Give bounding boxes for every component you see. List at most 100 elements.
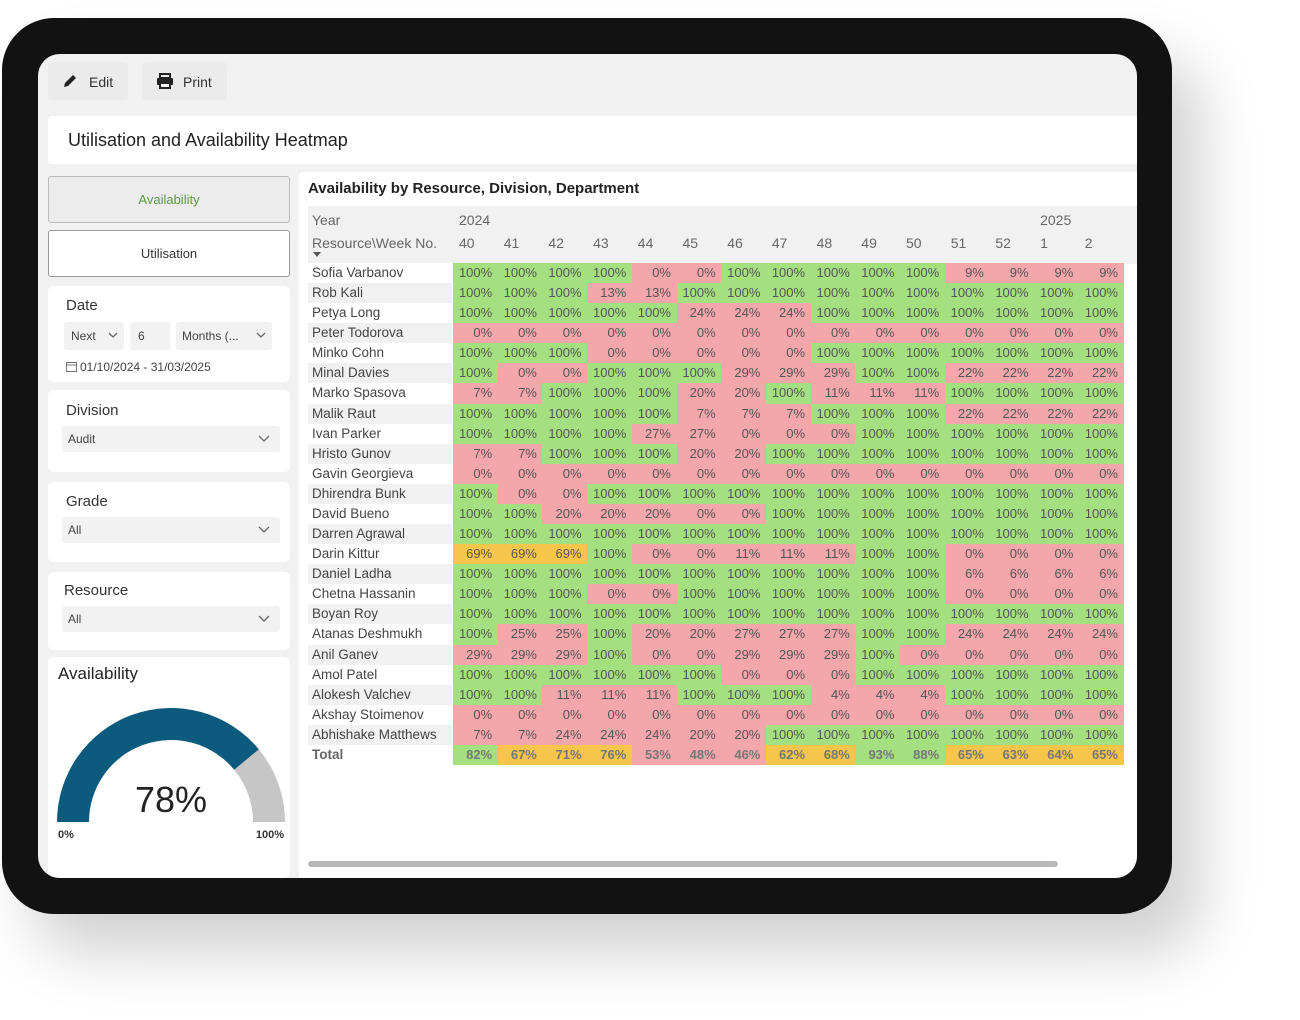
heat-cell: 100% (631, 363, 677, 384)
week-header: 45 (682, 235, 699, 251)
heat-cell: 100% (989, 503, 1035, 525)
heat-cell: 100% (989, 383, 1035, 404)
heat-cell: 0% (1034, 323, 1080, 344)
heat-cell: 100% (810, 443, 856, 464)
heat-cell: 0% (497, 323, 543, 344)
heat-cell: 100% (765, 604, 812, 625)
week-header: 48 (816, 235, 833, 251)
heat-cell: 100% (1078, 343, 1124, 364)
heat-cell: 100% (497, 503, 543, 525)
heat-cell: 0% (721, 503, 767, 525)
division-dropdown[interactable]: Audit (62, 426, 280, 452)
heat-cell: 24% (989, 624, 1035, 645)
heat-cell: 100% (855, 263, 901, 284)
heat-cell: 100% (587, 624, 633, 645)
resource-name: Alokesh Valchev (308, 684, 452, 705)
page-title: Utilisation and Availability Heatmap (68, 130, 348, 150)
heat-cell: 100% (765, 483, 812, 504)
heat-cell: 100% (497, 584, 543, 605)
heat-cell: 0% (497, 363, 543, 384)
heat-cell: 100% (721, 684, 767, 705)
heat-cell: 9% (1034, 263, 1080, 284)
chevron (108, 332, 118, 338)
total-cell: 67% (497, 744, 543, 765)
grade-label: Grade (66, 493, 108, 510)
heat-cell: 0% (631, 644, 677, 665)
heat-cell: 0% (587, 704, 633, 725)
grade-dropdown[interactable]: All (62, 517, 280, 543)
resource-dropdown[interactable]: All (62, 606, 280, 632)
heat-cell: 100% (587, 604, 633, 625)
heat-cell: 100% (855, 584, 901, 605)
heat-cell: 24% (631, 724, 677, 745)
heat-cell: 0% (810, 423, 856, 444)
week-header: 1 (1040, 235, 1048, 251)
heat-cell: 0% (631, 544, 677, 565)
heat-cell: 100% (453, 604, 499, 625)
heat-cell: 0% (453, 704, 499, 725)
heat-cell: 100% (676, 483, 722, 504)
heat-cell: 100% (855, 564, 901, 585)
heat-cell: 100% (676, 684, 722, 705)
heat-cell: 100% (721, 564, 767, 585)
heat-cell: 0% (900, 644, 946, 665)
utilisation-tab[interactable]: Utilisation (48, 230, 290, 277)
heat-cell: 100% (676, 584, 722, 605)
count-input[interactable]: 6 (130, 322, 170, 350)
unit-dropdown[interactable]: Months (... (176, 322, 272, 350)
heat-cell: 0% (765, 323, 812, 344)
gauge-track (234, 749, 285, 822)
heat-cell: 100% (497, 343, 543, 364)
heat-cell: 100% (587, 303, 633, 324)
gauge-value-arc (57, 708, 259, 822)
heat-cell: 69% (497, 544, 543, 565)
heat-cell: 0% (810, 323, 856, 344)
heat-cell: 0% (1078, 644, 1124, 665)
heat-cell: 100% (1034, 383, 1080, 404)
heat-cell: 7% (497, 443, 543, 464)
heat-cell: 100% (453, 303, 499, 324)
heat-cell: 6% (989, 564, 1035, 585)
heat-cell: 100% (1034, 423, 1080, 444)
direction-dropdown[interactable]: Next (64, 322, 124, 350)
resource-value: All (68, 612, 82, 626)
heat-cell: 29% (721, 644, 767, 665)
edit-button[interactable]: Edit (48, 62, 128, 100)
heat-cell: 100% (765, 524, 812, 545)
heat-cell: 100% (453, 363, 499, 384)
heat-cell: 100% (900, 263, 946, 284)
heat-cell: 100% (1034, 684, 1080, 705)
heat-cell: 29% (765, 363, 812, 384)
heat-cell: 11% (587, 684, 633, 705)
heat-cell: 0% (497, 483, 543, 504)
heat-cell: 100% (1078, 604, 1124, 625)
scrollbar[interactable] (308, 861, 1058, 867)
heat-cell: 100% (676, 564, 722, 585)
heat-cell: 100% (497, 263, 543, 284)
heat-cell: 100% (900, 403, 946, 424)
print-button[interactable]: Print (142, 62, 227, 100)
week-header: 47 (771, 235, 788, 251)
heat-cell: 0% (587, 463, 633, 484)
heat-cell: 0% (1034, 463, 1080, 484)
heat-cell: 100% (989, 604, 1035, 625)
availability-tab[interactable]: Availability (48, 176, 290, 223)
heat-cell: 100% (1034, 604, 1080, 625)
heat-cell: 0% (453, 463, 499, 484)
total-cell: 64% (1034, 744, 1080, 765)
heat-cell: 11% (765, 544, 812, 565)
heat-cell: 100% (989, 483, 1035, 504)
heat-cell: 0% (676, 463, 722, 484)
heat-cell: 100% (855, 624, 901, 645)
heat-cell: 11% (900, 383, 946, 404)
year-header: 2024 (459, 212, 491, 228)
heat-cell: 22% (1034, 363, 1080, 384)
heat-cell: 6% (944, 564, 990, 585)
heat-cell: 100% (631, 443, 677, 464)
heat-cell: 20% (676, 724, 722, 745)
heat-cell: 100% (453, 403, 499, 424)
heat-cell: 100% (900, 544, 946, 565)
resource-name: Daniel Ladha (308, 564, 452, 585)
heat-cell: 0% (676, 644, 722, 665)
